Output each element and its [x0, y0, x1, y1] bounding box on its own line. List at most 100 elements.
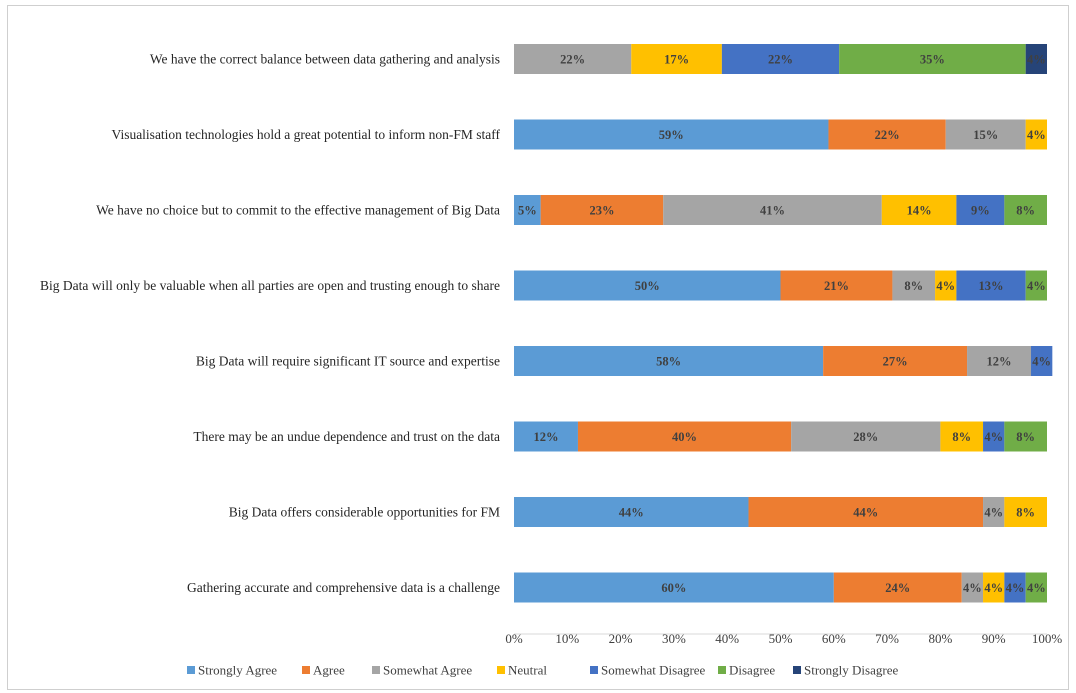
- data-label: 40%: [672, 430, 697, 444]
- data-label: 13%: [979, 279, 1004, 293]
- bar-segment: [1004, 195, 1047, 225]
- bar-segment: [1025, 270, 1047, 301]
- bar-segment: [983, 421, 1005, 452]
- data-label: 4%: [1027, 128, 1046, 142]
- data-label: 4%: [1006, 581, 1025, 595]
- category-label: We have no choice but to commit to the e…: [96, 203, 500, 218]
- x-tick-label: 100%: [1032, 631, 1063, 646]
- data-label: 14%: [907, 204, 932, 218]
- bar-segment: [935, 270, 957, 301]
- data-label: 15%: [973, 128, 998, 142]
- bar-segment: [823, 346, 968, 376]
- bar-segment: [791, 421, 941, 452]
- data-label: 27%: [883, 355, 908, 369]
- bar-segment: [540, 195, 664, 225]
- bar-segment: [833, 572, 962, 603]
- category-label: There may be an undue dependence and tru…: [193, 429, 500, 444]
- data-label: 24%: [885, 581, 910, 595]
- data-label: 23%: [589, 204, 614, 218]
- data-label: 41%: [760, 204, 785, 218]
- bar-segment: [881, 195, 957, 225]
- legend-swatch: [187, 666, 195, 674]
- data-label: 8%: [1016, 506, 1035, 520]
- data-label: 22%: [768, 53, 793, 67]
- data-label: 8%: [952, 430, 971, 444]
- bar-segment: [780, 270, 893, 301]
- bar-segment: [1004, 421, 1047, 452]
- bar-segment: [721, 44, 840, 74]
- bar-segment: [983, 497, 1005, 527]
- legend-label: Strongly Disagree: [804, 663, 898, 678]
- legend-swatch: [793, 666, 801, 674]
- data-label: 5%: [518, 204, 537, 218]
- data-label: 9%: [971, 204, 990, 218]
- bar-segment: [945, 119, 1026, 150]
- bar-segment: [1025, 44, 1047, 74]
- x-tick-label: 0%: [505, 631, 523, 646]
- data-label: 22%: [560, 53, 585, 67]
- bar-segment: [514, 270, 781, 301]
- legend-swatch: [372, 666, 380, 674]
- legend-label: Somewhat Agree: [383, 663, 472, 678]
- x-tick-label: 10%: [555, 631, 579, 646]
- bar-segment: [748, 497, 984, 527]
- bar-segment: [956, 195, 1005, 225]
- bar-segment: [892, 270, 936, 301]
- data-label: 22%: [875, 128, 900, 142]
- data-label: 44%: [619, 506, 644, 520]
- data-label: 35%: [920, 53, 945, 67]
- bar-segment: [514, 421, 578, 452]
- data-label: 59%: [659, 128, 684, 142]
- legend-label: Neutral: [508, 663, 547, 678]
- category-label: Gathering accurate and comprehensive dat…: [187, 580, 500, 595]
- bar-segment: [961, 572, 984, 603]
- bar-segment: [663, 195, 882, 225]
- bar-segment: [514, 572, 834, 603]
- bar-segment: [514, 497, 749, 527]
- bar-segment: [514, 346, 824, 376]
- data-label: 28%: [853, 430, 878, 444]
- legend-swatch: [718, 666, 726, 674]
- bar-segment: [577, 421, 792, 452]
- data-label: 4%: [1027, 581, 1046, 595]
- category-label: We have the correct balance between data…: [150, 52, 500, 67]
- category-label: Big Data will require significant IT sou…: [196, 354, 500, 369]
- bar-segment: [631, 44, 722, 74]
- data-label: 58%: [656, 355, 681, 369]
- bar-segment: [983, 572, 1005, 603]
- bar-segment: [1025, 119, 1047, 150]
- data-label: 44%: [853, 506, 878, 520]
- bar-segment: [514, 119, 829, 150]
- data-label: 4%: [984, 581, 1003, 595]
- data-label: 4%: [984, 430, 1003, 444]
- x-tick-label: 50%: [769, 631, 793, 646]
- data-label: 12%: [987, 355, 1012, 369]
- category-label: Visualisation technologies hold a great …: [112, 127, 501, 142]
- bar-segment: [514, 44, 632, 74]
- bar-segment: [1025, 572, 1047, 603]
- bar-segment: [956, 270, 1026, 301]
- legend-swatch: [497, 666, 505, 674]
- legend-label: Disagree: [729, 663, 775, 678]
- data-label: 4%: [984, 506, 1003, 520]
- data-label: 17%: [664, 53, 689, 67]
- x-tick-label: 20%: [609, 631, 633, 646]
- data-label: 4%: [936, 279, 955, 293]
- x-tick-label: 60%: [822, 631, 846, 646]
- data-label: 21%: [824, 279, 849, 293]
- x-tick-label: 70%: [875, 631, 899, 646]
- bar-segment: [1004, 497, 1047, 527]
- data-label: 4%: [1027, 53, 1046, 67]
- legend-label: Agree: [313, 663, 345, 678]
- x-tick-label: 90%: [982, 631, 1006, 646]
- data-label: 8%: [1016, 430, 1035, 444]
- bar-segment: [1031, 346, 1053, 376]
- bar-segment: [514, 195, 541, 225]
- data-label: 8%: [904, 279, 923, 293]
- data-label: 4%: [1032, 355, 1051, 369]
- x-tick-label: 40%: [715, 631, 739, 646]
- category-label: Big Data offers considerable opportuniti…: [229, 505, 500, 520]
- bar-segment: [839, 44, 1026, 74]
- data-label: 4%: [963, 581, 982, 595]
